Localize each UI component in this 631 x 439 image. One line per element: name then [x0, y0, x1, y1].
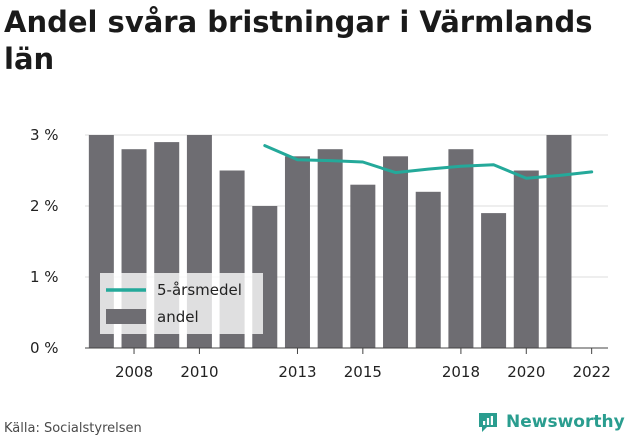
brand-name: Newsworthy — [506, 412, 625, 432]
y-tick-label: 0 % — [30, 339, 59, 357]
x-tick-label: 2015 — [344, 363, 382, 381]
x-tick-label: 2020 — [507, 363, 545, 381]
axes: 0 % 1 % 2 % 3 % 2008 2010 2013 2015 2018 2020 2022 — [30, 126, 611, 381]
bar — [513, 170, 539, 348]
y-tick-label: 2 % — [30, 197, 59, 215]
x-tick-label: 2008 — [115, 363, 153, 381]
line-series — [263, 144, 594, 180]
x-tick-label: 2013 — [278, 363, 316, 381]
legend-bar-swatch — [106, 309, 146, 324]
y-tick-label: 1 % — [30, 268, 59, 286]
brand-logo: Newsworthy — [476, 408, 625, 436]
y-tick-label: 3 % — [30, 126, 59, 144]
bar — [317, 149, 343, 348]
legend-label-andel: andel — [157, 308, 199, 326]
chart-title: Andel svåra bristningar i Värmlands län — [4, 5, 593, 76]
bar — [415, 191, 441, 348]
bar — [383, 156, 409, 348]
bar — [546, 135, 572, 348]
x-tick-label: 2010 — [180, 363, 218, 381]
legend-label-5-arsmedel: 5-årsmedel — [157, 281, 242, 299]
bar — [284, 156, 310, 348]
bar — [350, 184, 376, 348]
bar — [481, 213, 507, 348]
x-tick-label: 2018 — [442, 363, 480, 381]
source-note: Källa: Socialstyrelsen — [4, 421, 142, 436]
line-5-arsmedel — [263, 144, 594, 180]
legend: 5-årsmedel andel — [100, 273, 263, 334]
newsworthy-logo-icon — [479, 413, 497, 432]
x-tick-label: 2022 — [573, 363, 611, 381]
bar — [448, 149, 474, 348]
